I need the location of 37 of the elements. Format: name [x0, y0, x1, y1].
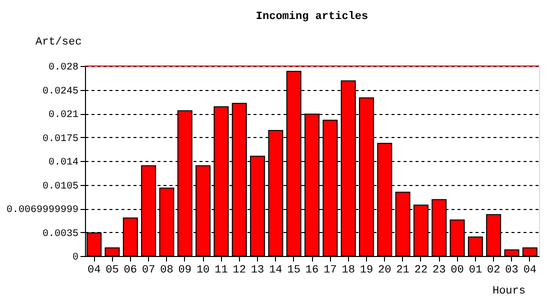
x-tick-label: 08 — [160, 264, 174, 276]
x-tick-label: 17 — [324, 264, 337, 276]
x-tick-label: 16 — [305, 264, 319, 276]
y-tick-label: 0.0105 — [42, 181, 78, 192]
y-axis-title: Art/sec — [36, 36, 82, 48]
x-tick-label: 09 — [178, 264, 192, 276]
x-tick-label: 04 — [523, 264, 537, 276]
x-tick-label: 04 — [87, 264, 102, 276]
y-tick-label: 0.028 — [48, 62, 78, 74]
y-tick-label: 0.0069999999 — [6, 205, 78, 216]
x-tick-label: 11 — [214, 264, 228, 276]
x-axis-title: Hours — [492, 286, 526, 298]
y-tick-label: 0 — [72, 252, 78, 264]
x-tick-label: 20 — [378, 264, 392, 276]
y-tick-label: 0.021 — [48, 110, 78, 121]
x-tick-label: 00 — [450, 264, 464, 276]
x-tick-label: 22 — [414, 264, 428, 276]
x-tick-label: 01 — [468, 264, 482, 276]
y-tick-label: 0.0175 — [42, 134, 78, 145]
x-tick-label: 02 — [487, 264, 500, 276]
x-tick-label: 21 — [396, 264, 410, 276]
x-tick-label: 23 — [432, 264, 446, 276]
chart-title: Incoming articles — [256, 11, 368, 23]
y-tick-label: 0.014 — [48, 158, 78, 168]
x-tick-label: 18 — [342, 264, 355, 276]
x-tick-label: 05 — [106, 264, 119, 276]
x-tick-label: 03 — [505, 264, 518, 276]
y-tick-label: 0.0245 — [42, 86, 78, 98]
x-tick-label: 06 — [124, 264, 137, 276]
x-tick-label: 15 — [287, 264, 300, 276]
x-tick-label: 12 — [232, 264, 246, 276]
y-tick-label: 0.0035 — [42, 228, 78, 240]
x-tick-label: 19 — [360, 264, 374, 276]
x-tick-label: 13 — [250, 264, 264, 276]
x-tick-label: 14 — [269, 264, 283, 276]
x-tick-label: 07 — [142, 264, 156, 276]
x-tick-label: 10 — [196, 264, 210, 276]
